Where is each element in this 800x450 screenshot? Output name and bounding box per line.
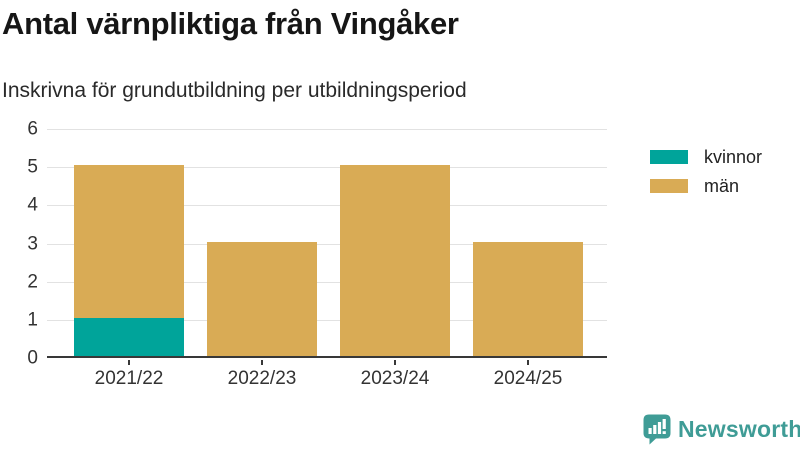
- x-tick-mark-2023/24: [394, 360, 396, 365]
- chart-subtitle: Inskrivna för grundutbildning per utbild…: [2, 79, 467, 102]
- bar-män-2024/25: [473, 241, 583, 356]
- y-tick-label-6: 6: [27, 118, 38, 140]
- gridline-2: [47, 281, 607, 283]
- gridline-4: [47, 205, 607, 207]
- legend-label-män: män: [704, 176, 740, 196]
- bar-kvinnor-2021/22: [74, 317, 184, 356]
- newsworthy-logo-icon: [643, 414, 671, 445]
- legend-item-män: män: [650, 177, 762, 195]
- y-tick-label-1: 1: [27, 309, 38, 331]
- brand-name: Newsworthy: [678, 416, 800, 442]
- gridline-6: [47, 129, 607, 130]
- x-tick-mark-2022/23: [261, 360, 263, 365]
- legend-label-kvinnor: kvinnor: [704, 147, 763, 167]
- legend-item-kvinnor: kvinnor: [650, 148, 762, 166]
- y-axis-labels: 0 1 2 3 4 5 6: [0, 120, 40, 368]
- bar-män-2022/23: [207, 241, 317, 356]
- y-tick-label-2: 2: [27, 271, 38, 293]
- bar-män-2021/22: [74, 165, 184, 318]
- x-tick-label-2021/22: 2021/22: [94, 368, 164, 389]
- x-tick-label-2023/24: 2023/24: [360, 368, 430, 389]
- brand-footer: Newsworthy: [643, 414, 800, 445]
- x-tick-mark-2024/25: [527, 360, 529, 365]
- y-tick-label-0: 0: [27, 347, 38, 369]
- x-tick-label-2024/25: 2024/25: [493, 368, 563, 389]
- y-tick-label-5: 5: [27, 156, 38, 178]
- plot-area: [47, 129, 607, 358]
- x-tick-label-2022/23: 2022/23: [227, 368, 297, 389]
- chart-title: Antal värnpliktiga från Vingåker: [2, 6, 459, 41]
- legend-swatch-män: [650, 179, 688, 193]
- legend: kvinnor män: [650, 148, 762, 195]
- gridline-1: [47, 319, 607, 321]
- y-tick-label-4: 4: [27, 194, 38, 216]
- bar-män-2023/24: [340, 165, 450, 356]
- gridline-3: [47, 243, 607, 245]
- x-axis: 2021/22 2022/23 2023/24 2024/25: [47, 360, 607, 400]
- x-tick-mark-2021/22: [128, 360, 130, 365]
- legend-swatch-kvinnor: [650, 150, 688, 164]
- gridline-5: [47, 167, 607, 169]
- y-tick-label-3: 3: [27, 233, 38, 254]
